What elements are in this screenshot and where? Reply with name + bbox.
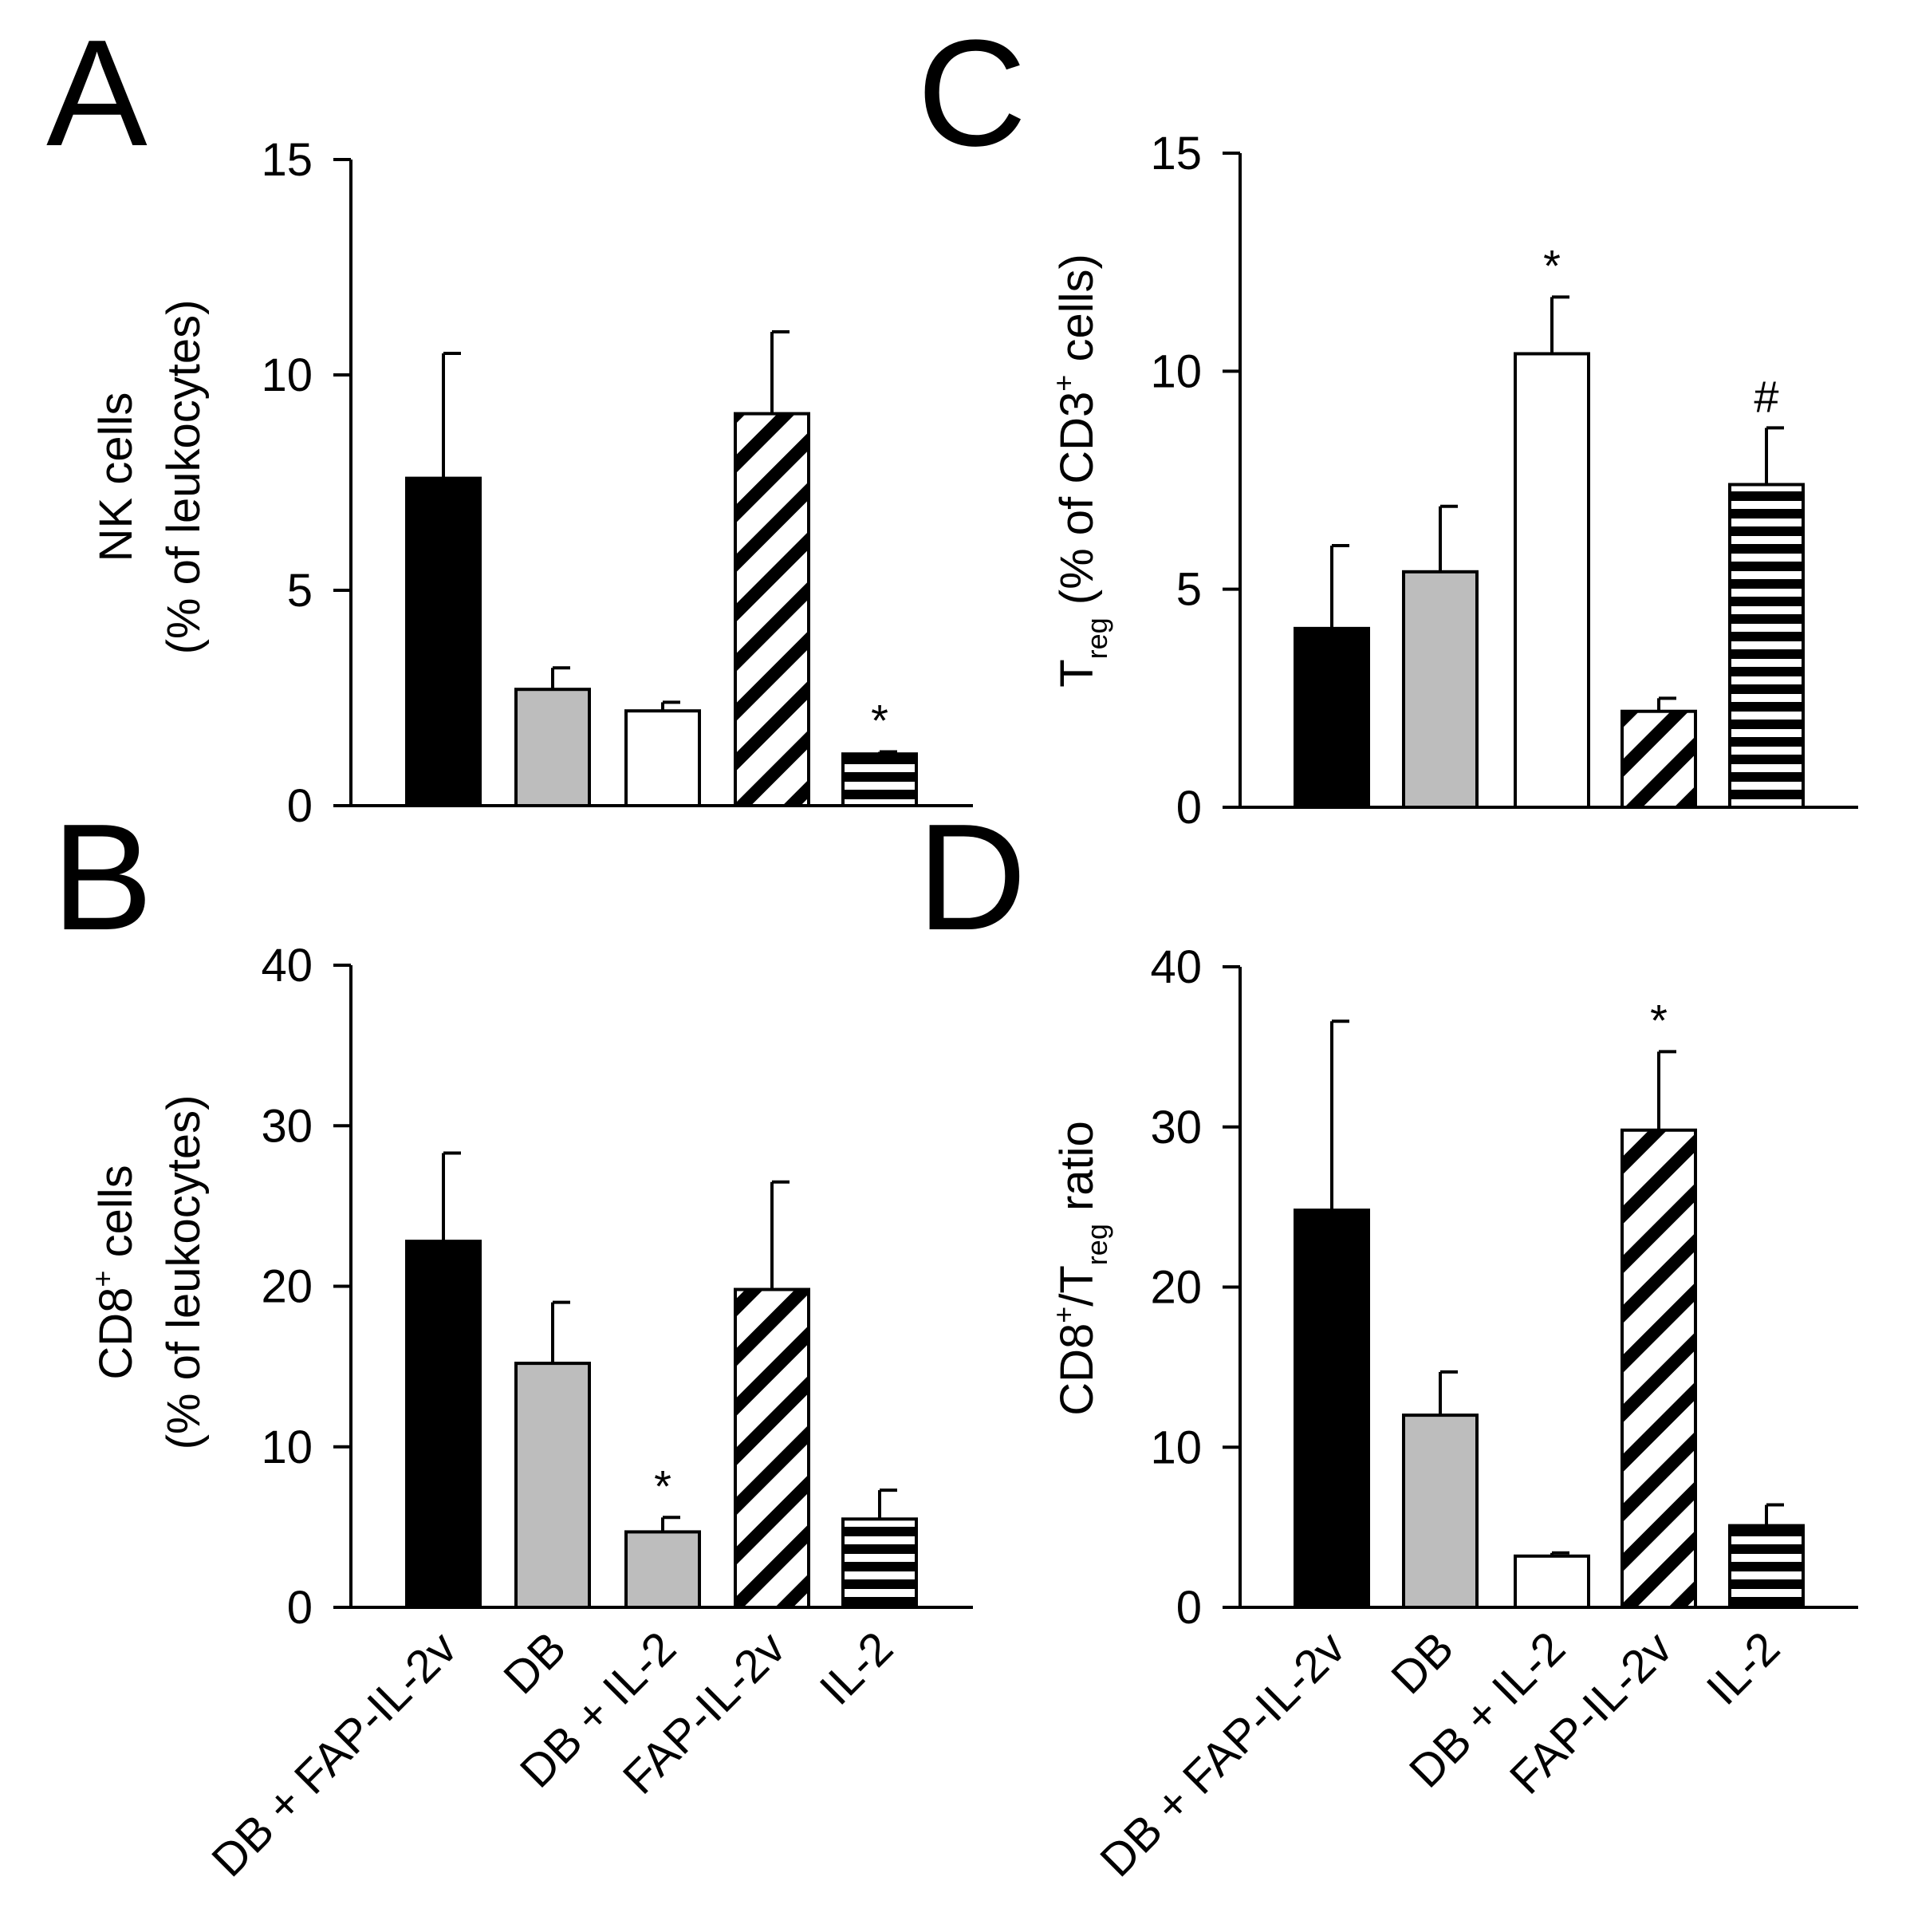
y-axis-title-c: Treg (% of CD3+ cells)	[1047, 254, 1113, 688]
y-tick-label-d: 10	[1150, 1421, 1202, 1473]
y-tick-label-c: 15	[1150, 128, 1202, 179]
y-tick-label-a: 15	[261, 134, 313, 186]
panel-c: 0 5 10 15 * #	[1150, 128, 1858, 834]
y-tick-label-a: 0	[287, 780, 313, 832]
bar-a-3	[624, 709, 701, 808]
bar-a-1	[405, 476, 482, 807]
y-axis-title-a: NK cells (% of leukocytes)	[90, 300, 210, 655]
y-tick-label-b: 30	[261, 1100, 313, 1152]
bar-a-4	[734, 412, 810, 807]
panel-d: 0 10 20 30 40 *	[1150, 941, 1858, 1634]
bar-d-3	[1514, 1554, 1590, 1610]
y-axis-title-d: CD8+/Treg ratio	[1047, 1121, 1113, 1416]
bar-d-5	[1728, 1524, 1805, 1610]
x-category-label-b: DB	[494, 1622, 576, 1704]
y-axis-title-b-line2: (% of leukocytes)	[158, 1095, 210, 1450]
significance-marker-c: *	[1543, 240, 1561, 290]
panel-letter-b: B	[52, 793, 153, 962]
bar-d-1	[1294, 1208, 1370, 1609]
x-category-label-d: IL-2	[1697, 1622, 1790, 1715]
y-tick-label-b: 10	[261, 1421, 313, 1473]
y-axis-title-b: CD8+ cells (% of leukocytes)	[86, 1095, 210, 1450]
y-axis-title-b-line1: CD8+ cells	[86, 1165, 142, 1379]
bar-b-2	[514, 1362, 591, 1609]
bar-c-5	[1728, 483, 1805, 809]
bar-c-2	[1402, 570, 1479, 809]
y-tick-label-d: 20	[1150, 1262, 1202, 1314]
y-tick-label-d: 30	[1150, 1102, 1202, 1153]
y-axis-title-a-line2: (% of leukocytes)	[158, 300, 210, 655]
y-axis-title-d-text: CD8+/Treg ratio	[1047, 1121, 1113, 1416]
bar-a-2	[514, 688, 591, 808]
y-tick-label-a: 5	[287, 565, 313, 617]
panel-letter-c: C	[917, 9, 1026, 178]
y-tick-label-b: 20	[261, 1261, 313, 1313]
panel-a: 0 5 10 15 *	[261, 134, 973, 832]
significance-marker-b: *	[654, 1461, 671, 1511]
y-axis-title-a-line1: NK cells	[90, 392, 142, 562]
y-tick-label-a: 10	[261, 349, 313, 401]
significance-marker-c: #	[1754, 371, 1778, 421]
bar-b-5	[841, 1517, 918, 1609]
significance-marker-d: *	[1650, 995, 1668, 1045]
x-category-label-b: IL-2	[810, 1622, 904, 1715]
bar-c-4	[1620, 709, 1697, 810]
bar-c-1	[1294, 626, 1370, 809]
panel-letter-d: D	[917, 793, 1026, 962]
x-category-label-d: DB	[1381, 1622, 1463, 1704]
bar-d-4	[1620, 1128, 1697, 1609]
y-axis-title-c-text: Treg (% of CD3+ cells)	[1047, 254, 1113, 688]
y-tick-label-d: 0	[1176, 1582, 1202, 1634]
panel-b: 0 10 20 30 40 *	[261, 940, 973, 1634]
y-tick-label-d: 40	[1150, 941, 1202, 993]
y-tick-label-b: 40	[261, 940, 313, 992]
bar-c-3	[1514, 352, 1590, 809]
y-tick-label-c: 5	[1176, 564, 1202, 616]
bar-a-5	[841, 752, 918, 808]
x-category-label-d: DB + FAP-IL-2v	[1090, 1622, 1355, 1887]
y-tick-label-c: 0	[1176, 782, 1202, 834]
bar-d-2	[1402, 1414, 1479, 1609]
x-category-label-b: DB + FAP-IL-2v	[202, 1622, 467, 1887]
significance-marker-a: *	[871, 696, 888, 746]
bar-b-1	[405, 1240, 482, 1610]
plots: 0 5 10 15 * 0 5 10 15 * #0 10 20 30 40 * 0 10 20 30 40 *	[261, 128, 1858, 1634]
y-tick-label-c: 10	[1150, 345, 1202, 397]
bar-b-4	[734, 1287, 810, 1610]
bar-b-3	[624, 1530, 701, 1609]
panel-letter-a: A	[46, 9, 148, 178]
y-tick-label-b: 0	[287, 1582, 313, 1634]
